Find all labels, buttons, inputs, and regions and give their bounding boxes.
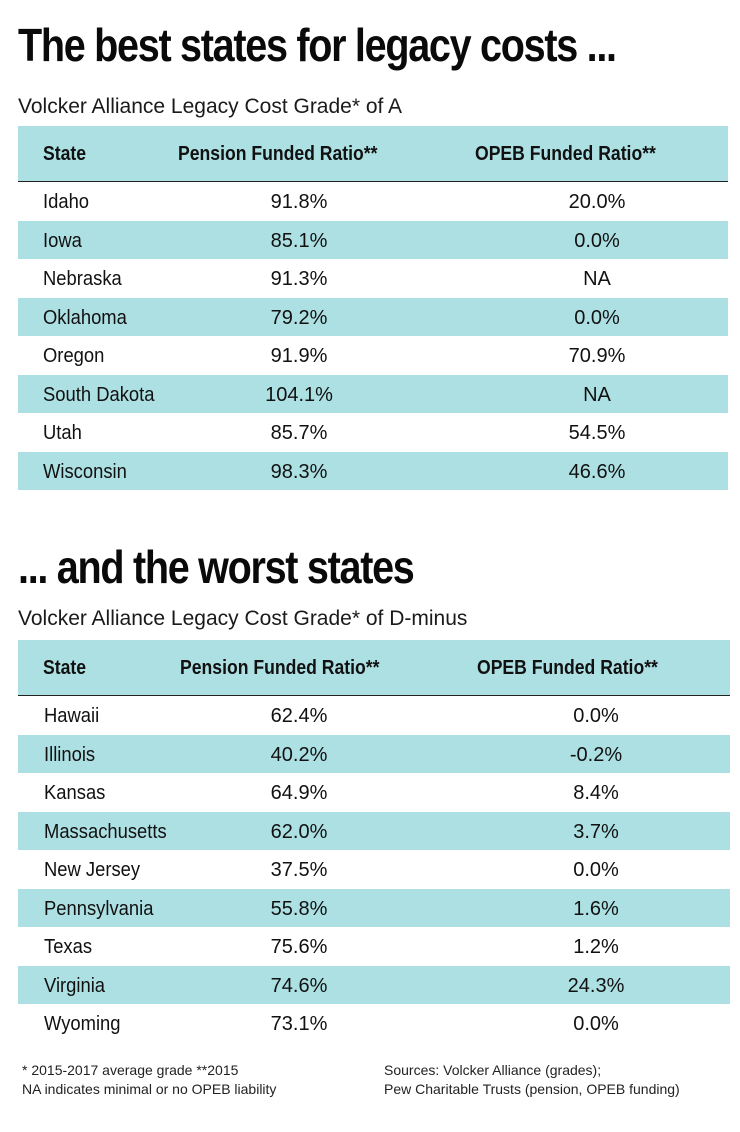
opeb-ratio: 0.0% — [573, 1013, 619, 1035]
pension-ratio: 79.2% — [270, 306, 328, 329]
column-header-opeb: OPEB Funded Ratio** — [477, 657, 658, 679]
opeb-ratio: -0.2% — [569, 743, 623, 766]
table-row: Hawaii 62.4% 0.0% — [18, 696, 730, 735]
opeb-ratio: 24.3% — [567, 974, 625, 997]
pension-ratio: 85.1% — [270, 229, 328, 252]
footnote-grades: * 2015-2017 average grade **2015 NA indi… — [22, 1061, 276, 1099]
pension-ratio: 73.1% — [270, 1013, 328, 1035]
worst-states-subhead: Volcker Alliance Legacy Cost Grade* of D… — [18, 607, 468, 630]
table-row: Virginia 74.6% 24.3% — [18, 965, 730, 1004]
opeb-ratio: NA — [583, 383, 611, 406]
table-row: Iowa 85.1% 0.0% — [18, 220, 728, 259]
best-states-subhead: Volcker Alliance Legacy Cost Grade* of A — [18, 95, 403, 118]
best-states-headline: The best states for legacy costs ... — [18, 19, 617, 71]
column-header-state: State — [43, 657, 87, 679]
column-header-state: State — [43, 143, 87, 165]
source-line: Pew Charitable Trusts (pension, OPEB fun… — [384, 1081, 680, 1097]
state-name: Wyoming — [44, 1013, 121, 1035]
state-name: Massachusetts — [44, 820, 167, 843]
source-line: Sources: Volcker Alliance (grades); — [384, 1062, 602, 1078]
state-name: Hawaii — [44, 705, 100, 727]
opeb-ratio: 3.7% — [573, 820, 619, 843]
state-name: South Dakota — [43, 383, 155, 406]
pension-ratio: 85.7% — [270, 422, 328, 444]
state-name: Utah — [43, 422, 82, 444]
state-name: Illinois — [44, 743, 96, 766]
opeb-ratio: 20.0% — [568, 191, 626, 213]
table-row: Illinois 40.2% -0.2% — [18, 734, 730, 773]
best-states-table: State Pension Funded Ratio** OPEB Funded R… — [18, 126, 728, 490]
opeb-ratio: 0.0% — [574, 306, 620, 329]
worst-states-headline: ... and the worst states — [18, 541, 415, 593]
opeb-ratio: 0.0% — [573, 859, 619, 881]
opeb-ratio: NA — [583, 268, 611, 290]
opeb-ratio: 8.4% — [573, 782, 619, 804]
table-row: Oregon 91.9% 70.9% — [18, 336, 728, 375]
opeb-ratio: 54.5% — [568, 422, 626, 444]
table-row: Nebraska 91.3% NA — [18, 259, 728, 298]
opeb-ratio: 0.0% — [573, 705, 619, 727]
pension-ratio: 55.8% — [270, 897, 328, 920]
opeb-ratio: 1.6% — [573, 897, 619, 920]
pension-ratio: 91.3% — [270, 268, 328, 290]
state-name: Oklahoma — [43, 306, 127, 329]
state-name: Idaho — [43, 191, 90, 213]
state-name: Oregon — [43, 345, 105, 367]
state-name: Wisconsin — [43, 460, 127, 483]
opeb-ratio: 70.9% — [568, 345, 626, 367]
pension-ratio: 91.9% — [270, 345, 328, 367]
pension-ratio: 37.5% — [270, 859, 328, 881]
pension-ratio: 40.2% — [270, 743, 328, 766]
pension-ratio: 64.9% — [270, 782, 328, 804]
column-header-pension: Pension Funded Ratio** — [178, 143, 378, 165]
table-row: New Jersey 37.5% 0.0% — [18, 850, 730, 889]
table-row: Oklahoma 79.2% 0.0% — [18, 297, 728, 336]
state-name: Texas — [44, 936, 93, 958]
table-row: Massachusetts 62.0% 3.7% — [18, 811, 730, 850]
pension-ratio: 62.4% — [270, 705, 328, 727]
table-row: Wyoming 73.1% 0.0% — [18, 1004, 730, 1043]
opeb-ratio: 1.2% — [573, 936, 619, 958]
table-row: Utah 85.7% 54.5% — [18, 413, 728, 452]
pension-ratio: 98.3% — [270, 460, 328, 483]
state-name: Iowa — [43, 229, 82, 252]
pension-ratio: 62.0% — [270, 820, 328, 843]
column-header-opeb: OPEB Funded Ratio** — [475, 143, 656, 165]
table-row: South Dakota 104.1% NA — [18, 374, 728, 413]
pension-ratio: 91.8% — [270, 191, 328, 213]
pension-ratio: 74.6% — [270, 974, 328, 997]
table-row: Pennsylvania 55.8% 1.6% — [18, 888, 730, 927]
pension-ratio: 104.1% — [265, 383, 333, 406]
footnote-sources: Sources: Volcker Alliance (grades); Pew … — [384, 1061, 680, 1099]
state-name: Nebraska — [43, 268, 122, 290]
state-name: Pennsylvania — [44, 897, 154, 920]
opeb-ratio: 46.6% — [568, 460, 626, 483]
table-header: State Pension Funded Ratio** OPEB Funded R… — [18, 126, 728, 182]
state-name: Kansas — [44, 782, 106, 804]
pension-ratio: 75.6% — [270, 936, 328, 958]
table-row: Kansas 64.9% 8.4% — [18, 773, 730, 812]
table-header: State Pension Funded Ratio** OPEB Funded R… — [18, 640, 730, 696]
state-name: New Jersey — [44, 859, 141, 881]
worst-states-table: State Pension Funded Ratio** OPEB Funded R… — [18, 640, 730, 1043]
table-row: Wisconsin 98.3% 46.6% — [18, 451, 728, 490]
state-name: Virginia — [44, 974, 106, 997]
table-row: Idaho 91.8% 20.0% — [18, 182, 728, 221]
table-row: Texas 75.6% 1.2% — [18, 927, 730, 966]
footnote-line: * 2015-2017 average grade **2015 — [22, 1062, 239, 1078]
footnote-line: NA indicates minimal or no OPEB liabilit… — [22, 1081, 277, 1097]
column-header-pension: Pension Funded Ratio** — [180, 657, 380, 679]
opeb-ratio: 0.0% — [574, 229, 620, 252]
